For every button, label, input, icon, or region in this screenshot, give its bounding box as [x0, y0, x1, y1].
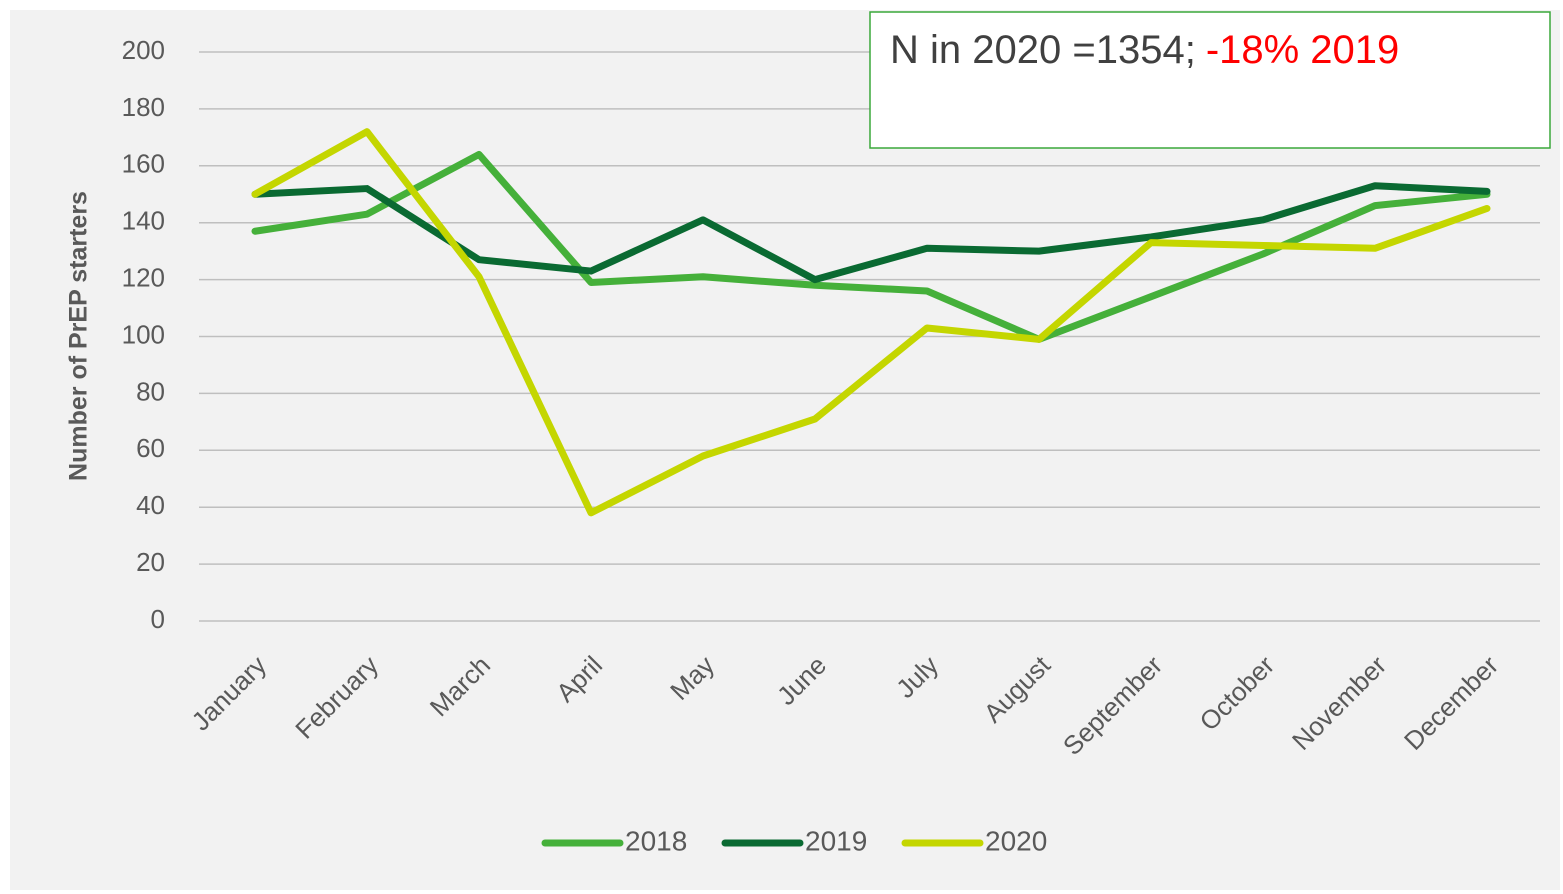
- annotation-highlight: -18% 2019: [1206, 28, 1399, 72]
- y-axis-label: Number of PrEP starters: [65, 191, 93, 481]
- y-tick-label: 120: [122, 262, 165, 292]
- y-tick-label: 180: [122, 92, 165, 122]
- annotation-box: [869, 11, 1551, 149]
- y-tick-label: 40: [136, 490, 165, 520]
- y-tick-label: 200: [122, 35, 165, 65]
- y-tick-label: 100: [122, 319, 165, 349]
- annotation-text: N in 2020 =1354; -18% 2019: [890, 28, 1399, 72]
- legend-label: 2019: [805, 825, 867, 856]
- series-line: [251, 128, 1491, 517]
- y-tick-label: 20: [136, 547, 165, 577]
- y-tick-label: 160: [122, 149, 165, 179]
- annotation-main: N in 2020 =1354;: [890, 28, 1196, 72]
- y-tick-label: 140: [122, 206, 165, 236]
- legend-label: 2020: [985, 825, 1047, 856]
- y-tick-label: 60: [136, 433, 165, 463]
- legend-label: 2018: [625, 825, 687, 856]
- y-tick-label: 80: [136, 376, 165, 406]
- y-tick-label: 0: [151, 604, 165, 634]
